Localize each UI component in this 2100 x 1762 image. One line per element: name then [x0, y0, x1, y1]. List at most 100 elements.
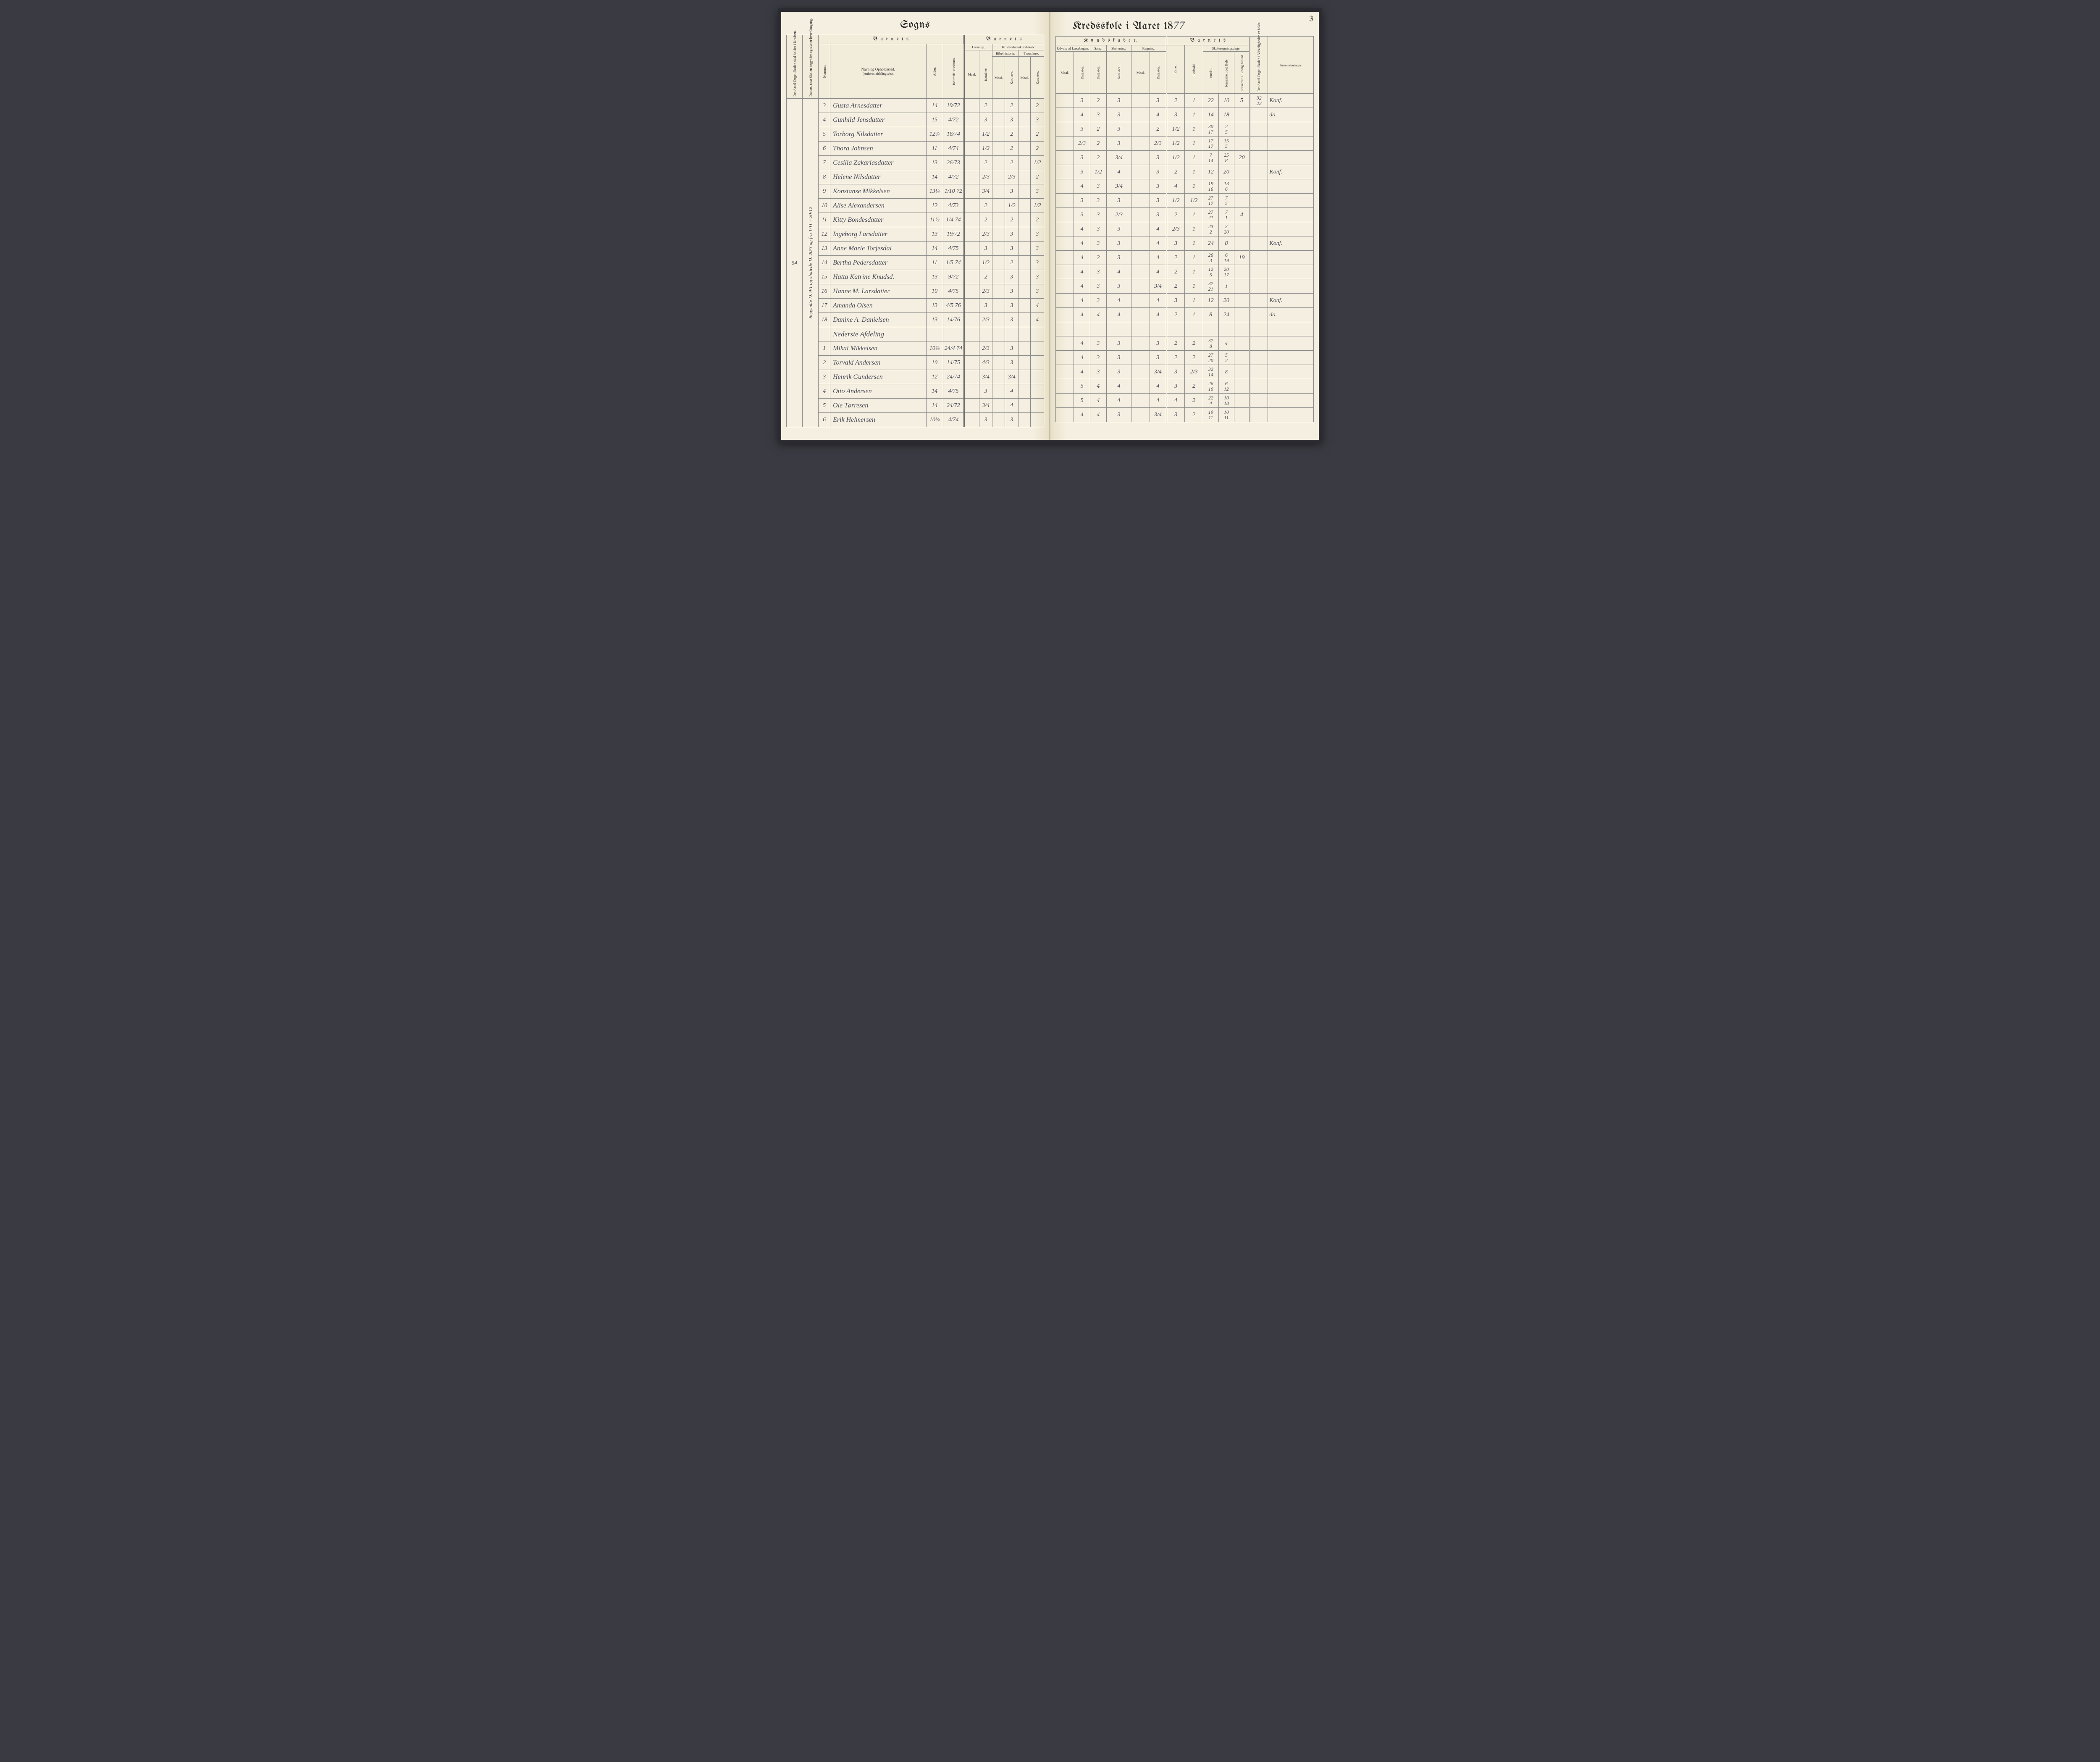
- cell-reg-maal: [1131, 179, 1150, 194]
- cell-laes-k: 2/3: [979, 227, 992, 242]
- cell-bib-maal: [992, 99, 1005, 113]
- cell-modte: 12: [1203, 294, 1218, 308]
- cell-forsomte: 75: [1218, 194, 1234, 208]
- cell-sang: 2: [1090, 94, 1106, 108]
- cell-skr: 3: [1106, 251, 1131, 265]
- cell-forhold: 1: [1185, 294, 1203, 308]
- table-row: 332/33212721714: [1056, 208, 1314, 222]
- cell-anm: [1268, 222, 1314, 236]
- cell-udv-k: 3: [1074, 208, 1090, 222]
- cell-age: 13: [926, 299, 943, 313]
- cell-sang: 3: [1090, 222, 1106, 236]
- cell-age: 11½: [926, 213, 943, 227]
- cell-bib-maal: [992, 270, 1005, 284]
- cell-laes-maal: [964, 199, 979, 213]
- cell-tro-maal: [1018, 213, 1031, 227]
- cell-laes-maal: [964, 299, 979, 313]
- cell-laes-k: 2: [979, 213, 992, 227]
- col-indtraed: Indtrædelsesdatum.: [943, 44, 964, 99]
- cell-forsomte-lovlig: [1234, 179, 1250, 194]
- cell-age: 12¾: [926, 127, 943, 142]
- cell-holdt: [1250, 165, 1268, 179]
- cell-bib-maal: [992, 170, 1005, 184]
- cell-forsomte: 4: [1218, 336, 1234, 351]
- left-page: Sogns Det Antal Dage, Skolen skal holdes…: [781, 12, 1050, 440]
- cell-skr: 3/4: [1106, 179, 1131, 194]
- cell-udv-maal: [1056, 208, 1074, 222]
- cell-anm: [1268, 179, 1314, 194]
- right-table: K u n d s k a b e r. B a r n e t s Det A…: [1055, 36, 1314, 422]
- cell-reg-k: 4: [1150, 236, 1166, 251]
- table-row: 4Otto Andersen144/7534: [787, 384, 1044, 399]
- cell-skr: 3: [1106, 365, 1131, 379]
- col-sang: Sang.: [1090, 45, 1106, 52]
- cell-tro-maal: [1018, 142, 1031, 156]
- cell-evne: 2: [1166, 94, 1184, 108]
- cell-evne: 2: [1166, 279, 1184, 294]
- cell-skr: 3/4: [1106, 151, 1131, 165]
- cell-laes-maal: [964, 270, 979, 284]
- cell-udv-k: 4: [1074, 351, 1090, 365]
- col-udv-maal: Maal.: [1056, 52, 1074, 94]
- col-tro-maal: Maal.: [1018, 57, 1031, 99]
- cell-reg-maal: [1131, 94, 1150, 108]
- cell-forsomte-lovlig: [1234, 108, 1250, 122]
- cell-tro-maal: [1018, 156, 1031, 170]
- cell-skr: 3: [1106, 108, 1131, 122]
- cell-bib-maal: [992, 299, 1005, 313]
- cell-age: 14: [926, 99, 943, 113]
- table-row: 18Danine A. Danielsen1314/762/334: [787, 313, 1044, 327]
- left-tbody: 54Begyndte D. 9/1 og sluttede D. 20/3 og…: [787, 99, 1044, 427]
- cell-udv-maal: [1056, 379, 1074, 394]
- cell-reg-k: 3: [1150, 194, 1166, 208]
- table-row: 15Hatta Katrine Knudsd.139/72233: [787, 270, 1044, 284]
- cell-name: Ingeborg Larsdatter: [830, 227, 927, 242]
- cell-anm: do.: [1268, 108, 1314, 122]
- cell-anm: [1268, 137, 1314, 151]
- col-regning: Regning.: [1131, 45, 1167, 52]
- cell-tro-k: [1031, 384, 1044, 399]
- col-datum: Datum, naar Skolen begynder og slutter h…: [803, 35, 819, 99]
- cell-tro-k: 3: [1031, 270, 1044, 284]
- cell-bib-k: 3: [1005, 341, 1018, 356]
- cell-sang: 2: [1090, 137, 1106, 151]
- cell-tro-maal: [1018, 227, 1031, 242]
- cell-laes-maal: [964, 313, 979, 327]
- cell-skr: 4: [1106, 379, 1131, 394]
- cell-skr: 3: [1106, 408, 1131, 422]
- cell-bib-maal: [992, 313, 1005, 327]
- col-anm: Anmærkninger.: [1268, 37, 1314, 94]
- cell-bib-maal: [992, 399, 1005, 413]
- cell-anm: [1268, 151, 1314, 165]
- cell-holdt: [1250, 236, 1268, 251]
- cell-laes-maal: [964, 284, 979, 299]
- cell-forhold: 2: [1185, 336, 1203, 351]
- table-row: 17Amanda Olsen134/5 76334: [787, 299, 1044, 313]
- cell-bib-k: 4: [1005, 384, 1018, 399]
- cell-forhold: 1: [1185, 108, 1203, 122]
- cell-modte: 232: [1203, 222, 1218, 236]
- cell-laes-maal: [964, 170, 979, 184]
- cell-reg-maal: [1131, 279, 1150, 294]
- cell-holdt: [1250, 294, 1268, 308]
- cell-reg-k: 3/4: [1150, 408, 1166, 422]
- cell-anm: do.: [1268, 308, 1314, 322]
- cell-udv-k: 3: [1074, 122, 1090, 137]
- cell-forhold: 2: [1185, 408, 1203, 422]
- cell-bib-k: 2: [1005, 256, 1018, 270]
- cell-age: 10: [926, 356, 943, 370]
- group-barnets-2: B a r n e t s: [964, 35, 1044, 44]
- col-reg-kar: Karakter.: [1150, 52, 1166, 94]
- cell-sang: 3: [1090, 236, 1106, 251]
- cell-age: 14: [926, 170, 943, 184]
- cell-tro-maal: [1018, 313, 1031, 327]
- cell-laes-k: 1/2: [979, 256, 992, 270]
- col-bib-kar: Karakter.: [1005, 57, 1018, 99]
- col-tro-kar: Karakter.: [1031, 57, 1044, 99]
- cell-forsomte: 8: [1218, 365, 1234, 379]
- cell-evne: 3: [1166, 108, 1184, 122]
- cell-evne: 1/2: [1166, 137, 1184, 151]
- cell-bib-maal: [992, 184, 1005, 199]
- table-row: 4344311220Konf.: [1056, 294, 1314, 308]
- cell-forhold: 1: [1185, 94, 1203, 108]
